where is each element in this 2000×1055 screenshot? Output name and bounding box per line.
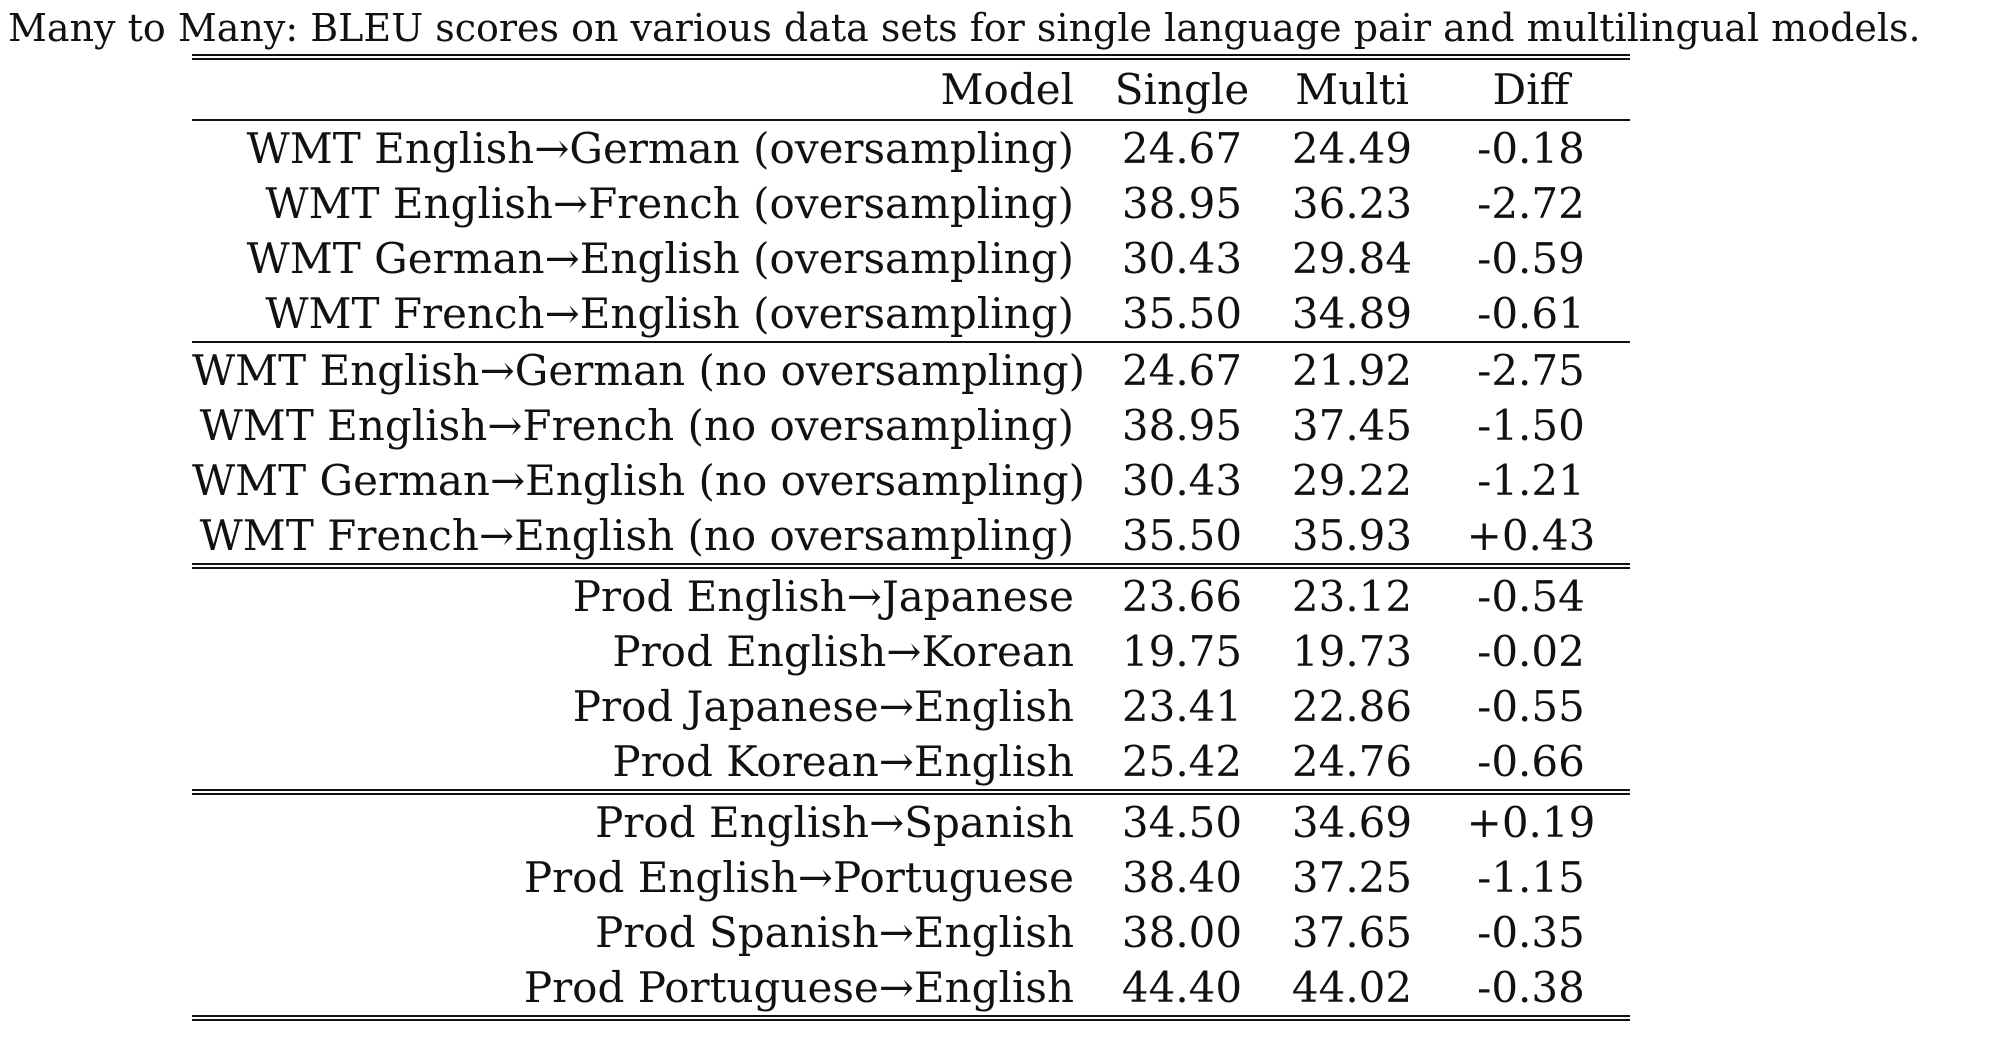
row-multi: 37.65 <box>1291 908 1413 957</box>
row-multi: 19.73 <box>1291 627 1413 676</box>
row-model: WMT German→English (oversampling) <box>246 234 1074 283</box>
row-diff: +0.43 <box>1466 511 1596 560</box>
row-diff: -0.54 <box>1432 563 1630 624</box>
row-single: 38.00 <box>1121 908 1243 957</box>
row-diff: -0.35 <box>1477 908 1585 957</box>
row-model: WMT English→German (oversampling) <box>192 119 1092 176</box>
table-row: Prod Japanese→English 23.41 22.86 -0.55 <box>192 679 1630 734</box>
table-row: Prod English→Spanish 34.50 34.69 +0.19 <box>192 789 1630 850</box>
row-model: WMT German→English (no oversampling) <box>192 456 1086 505</box>
table-row: WMT German→English (oversampling) 30.43 … <box>192 231 1630 286</box>
row-single: 38.95 <box>1121 401 1243 450</box>
table-header-row: Model Single Multi Diff <box>192 54 1630 120</box>
row-multi: 29.84 <box>1291 234 1413 283</box>
row-diff: -0.55 <box>1477 682 1585 731</box>
header-model: Model <box>192 54 1092 120</box>
row-diff: -2.75 <box>1432 341 1630 398</box>
row-model: Prod Portuguese→English <box>192 960 1092 1021</box>
row-multi: 21.92 <box>1272 341 1432 398</box>
row-diff: -1.21 <box>1477 456 1585 505</box>
header-diff: Diff <box>1432 54 1630 120</box>
table-body: WMT English→German (oversampling) 24.67 … <box>192 119 1630 1021</box>
row-single: 38.95 <box>1121 179 1243 228</box>
row-model: Prod Korean→English <box>612 737 1074 786</box>
row-single: 24.67 <box>1092 119 1272 176</box>
row-model: WMT English→German (no oversampling) <box>192 341 1092 398</box>
row-diff: -0.18 <box>1432 119 1630 176</box>
row-multi: 36.23 <box>1291 179 1413 228</box>
row-model: WMT French→English (oversampling) <box>265 289 1074 338</box>
row-multi: 44.02 <box>1272 960 1432 1021</box>
row-single: 38.40 <box>1121 853 1243 902</box>
row-single: 34.50 <box>1092 789 1272 850</box>
table-row: WMT English→French (oversampling) 38.95 … <box>192 176 1630 231</box>
row-single: 44.40 <box>1092 960 1272 1021</box>
row-single: 35.50 <box>1121 289 1243 338</box>
results-table-container: Model Single Multi Diff WMT English→Germ… <box>192 54 1630 1021</box>
row-single: 30.43 <box>1121 234 1243 283</box>
table-row: Prod English→Korean 19.75 19.73 -0.02 <box>192 624 1630 679</box>
table-row: WMT French→English (no oversampling) 35.… <box>192 508 1630 566</box>
table-row: WMT English→German (oversampling) 24.67 … <box>192 119 1630 176</box>
row-diff: +0.19 <box>1432 789 1630 850</box>
row-model: Prod Spanish→English <box>595 908 1074 957</box>
row-model: WMT French→English (no oversampling) <box>199 511 1074 560</box>
table-row: Prod Portuguese→English 44.40 44.02 -0.3… <box>192 960 1630 1021</box>
row-diff: -1.15 <box>1477 853 1585 902</box>
row-multi: 24.49 <box>1272 119 1432 176</box>
table-row: Prod Korean→English 25.42 24.76 -0.66 <box>192 734 1630 792</box>
row-multi: 29.22 <box>1291 456 1413 505</box>
row-single: 19.75 <box>1121 627 1243 676</box>
table-row: WMT English→French (no oversampling) 38.… <box>192 398 1630 453</box>
row-diff: -0.02 <box>1477 627 1585 676</box>
row-multi: 34.89 <box>1291 289 1413 338</box>
table-row: WMT German→English (no oversampling) 30.… <box>192 453 1630 508</box>
row-model: Prod English→Japanese <box>192 563 1092 624</box>
header-single: Single <box>1092 54 1272 120</box>
row-diff: -2.72 <box>1477 179 1585 228</box>
row-model: Prod English→Korean <box>612 627 1074 676</box>
table-row: WMT French→English (oversampling) 35.50 … <box>192 286 1630 342</box>
row-diff: -0.66 <box>1477 737 1585 786</box>
row-multi: 24.76 <box>1291 737 1413 786</box>
row-model: Prod English→Portuguese <box>523 853 1074 902</box>
table-row: WMT English→German (no oversampling) 24.… <box>192 341 1630 398</box>
table-row: Prod Spanish→English 38.00 37.65 -0.35 <box>192 905 1630 960</box>
results-table: Model Single Multi Diff WMT English→Germ… <box>192 54 1630 1021</box>
row-single: 23.41 <box>1121 682 1243 731</box>
table-row: Prod English→Japanese 23.66 23.12 -0.54 <box>192 563 1630 624</box>
row-diff: -0.59 <box>1477 234 1585 283</box>
row-diff: -0.61 <box>1477 289 1585 338</box>
row-single: 24.67 <box>1092 341 1272 398</box>
row-model: Prod Japanese→English <box>572 682 1074 731</box>
row-diff: -0.38 <box>1432 960 1630 1021</box>
row-single: 23.66 <box>1092 563 1272 624</box>
table-row: Prod English→Portuguese 38.40 37.25 -1.1… <box>192 850 1630 905</box>
row-model: WMT English→French (no oversampling) <box>199 401 1074 450</box>
row-multi: 37.45 <box>1291 401 1413 450</box>
row-model: Prod English→Spanish <box>192 789 1092 850</box>
row-multi: 22.86 <box>1291 682 1413 731</box>
row-single: 35.50 <box>1121 511 1243 560</box>
row-multi: 23.12 <box>1272 563 1432 624</box>
row-single: 25.42 <box>1121 737 1243 786</box>
row-single: 30.43 <box>1121 456 1243 505</box>
row-multi: 37.25 <box>1291 853 1413 902</box>
row-multi: 35.93 <box>1291 511 1413 560</box>
row-diff: -1.50 <box>1477 401 1585 450</box>
header-multi: Multi <box>1272 54 1432 120</box>
row-model: WMT English→French (oversampling) <box>265 179 1074 228</box>
row-multi: 34.69 <box>1272 789 1432 850</box>
table-caption: Many to Many: BLEU scores on various dat… <box>8 6 1921 50</box>
